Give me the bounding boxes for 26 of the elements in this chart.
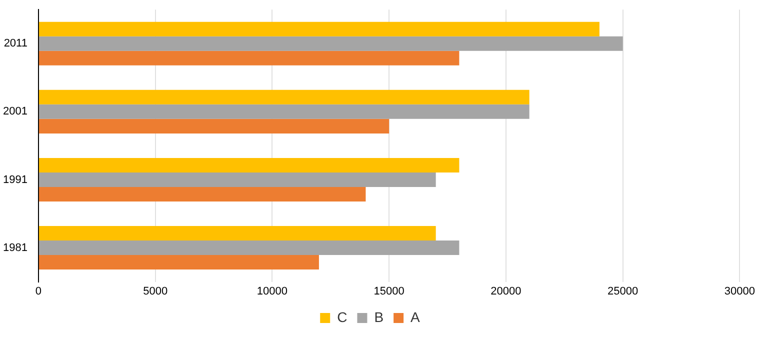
bar [38, 255, 319, 270]
y-tick-label: 2011 [4, 38, 28, 50]
x-tick-label: 0 [35, 285, 42, 298]
bar [38, 186, 366, 202]
bar [38, 226, 436, 241]
bar [38, 104, 530, 119]
bar [38, 172, 436, 187]
x-tick-label: 20000 [490, 285, 522, 298]
x-tick-label: 5000 [143, 285, 168, 298]
y-tick-label: 1991 [2, 174, 28, 186]
y-tick-label: 1981 [2, 242, 28, 254]
bar [38, 90, 530, 104]
legend-label: C [337, 308, 348, 325]
x-tick-label: 15000 [374, 285, 404, 298]
legend-label: B [374, 308, 384, 325]
y-tick-label: 2001 [2, 106, 28, 118]
bar [38, 158, 460, 172]
legend-label: A [410, 308, 421, 325]
bar [38, 240, 460, 256]
x-tick-label: 10000 [256, 285, 288, 298]
bar [38, 22, 600, 36]
bar [38, 50, 460, 66]
bar [38, 118, 390, 134]
bar [38, 36, 623, 51]
x-tick-label: 25000 [608, 285, 638, 298]
x-tick-label: 30000 [724, 285, 756, 298]
